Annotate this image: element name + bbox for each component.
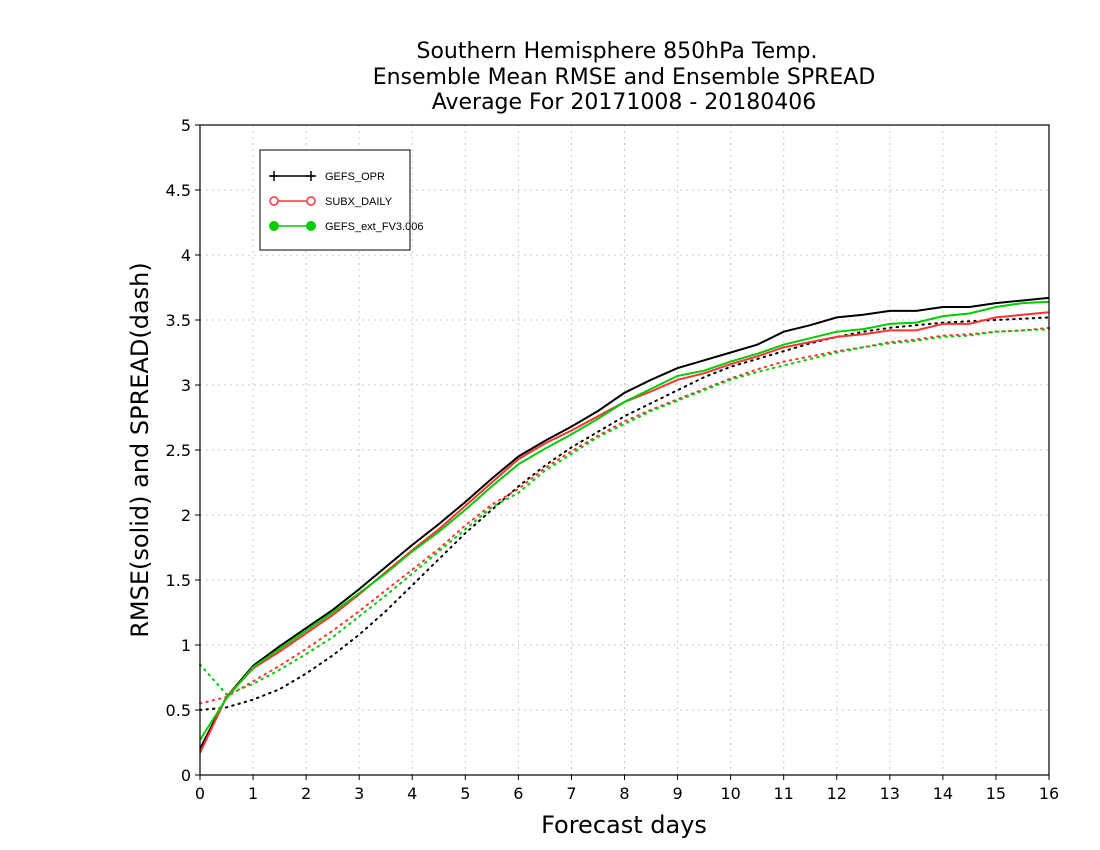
- y-axis: 0 0.5 1 1.5 2 2.5 3 3.5 4 4.5 5: [166, 116, 200, 785]
- x-tick-label: 16: [1039, 784, 1059, 803]
- y-axis-label: RMSE(solid) and SPREAD(dash): [126, 262, 154, 638]
- grid: [200, 125, 1049, 775]
- legend-box: [259, 149, 411, 251]
- legend-marker-open-circle: [269, 196, 279, 206]
- chart-title: Southern Hemisphere 850hPa Temp. Ensembl…: [373, 39, 876, 115]
- rmse-line-gefs-opr: [199, 296, 1050, 750]
- legend: GEFS_OPR SUBX_DAILY GEFS_ext_FV3.006: [259, 149, 423, 251]
- y-tick-label: 4.5: [166, 181, 191, 200]
- y-tick-label: 1.5: [166, 571, 191, 590]
- legend-marker-plus: [269, 171, 279, 181]
- x-tick-label: 4: [407, 784, 417, 803]
- legend-marker-filled-circle: [269, 221, 279, 231]
- legend-item: GEFS_OPR: [269, 171, 385, 183]
- y-tick-label: 3: [181, 376, 191, 395]
- y-tick-label: 1: [181, 636, 191, 655]
- x-tick-label: 1: [248, 784, 258, 803]
- legend-label: GEFS_ext_FV3.006: [325, 221, 423, 233]
- y-tick-label: 2.5: [166, 441, 191, 460]
- title-line-3: Average For 20171008 - 20180406: [432, 90, 817, 115]
- x-tick-label: 9: [672, 784, 682, 803]
- x-tick-label: 8: [619, 784, 629, 803]
- y-tick-label: 0.5: [166, 701, 191, 720]
- y-tick-label: 2: [181, 506, 191, 525]
- spread-line-gefs-opr: [199, 316, 1050, 711]
- x-tick-label: 5: [460, 784, 470, 803]
- legend-label: SUBX_DAILY: [325, 196, 393, 208]
- spread-line-gefs-ext-fv3-006: [199, 328, 1050, 696]
- rmse-line-gefs-ext-fv3-006: [199, 300, 1050, 741]
- x-tick-label: 7: [566, 784, 576, 803]
- legend-item: SUBX_DAILY: [269, 196, 393, 208]
- x-tick-label: 13: [880, 784, 900, 803]
- legend-label: GEFS_OPR: [325, 171, 385, 183]
- legend-marker-open-circle: [306, 196, 316, 206]
- x-tick-label: 11: [774, 784, 794, 803]
- x-tick-label: 6: [513, 784, 523, 803]
- x-tick-label: 0: [195, 784, 205, 803]
- series-layer: [199, 296, 1050, 754]
- legend-item: GEFS_ext_FV3.006: [269, 221, 423, 233]
- y-tick-label: 3.5: [166, 311, 191, 330]
- spread-line-subx-daily: [199, 326, 1050, 705]
- x-tick-label: 2: [301, 784, 311, 803]
- x-axis: 0 1 2 3 4 5 6 7 8 9 10 11 12 13 14 15 16: [195, 775, 1059, 803]
- x-tick-label: 12: [827, 784, 847, 803]
- legend-marker-filled-circle: [306, 221, 316, 231]
- x-tick-label: 3: [354, 784, 364, 803]
- x-axis-label: Forecast days: [541, 811, 707, 839]
- x-tick-label: 15: [986, 784, 1006, 803]
- title-line-2: Ensemble Mean RMSE and Ensemble SPREAD: [373, 65, 876, 90]
- y-tick-label: 4: [181, 246, 191, 265]
- legend-marker-plus: [306, 171, 316, 181]
- x-tick-label: 14: [933, 784, 953, 803]
- x-tick-label: 10: [720, 784, 740, 803]
- y-tick-label: 0: [181, 766, 191, 785]
- title-line-1: Southern Hemisphere 850hPa Temp.: [417, 39, 818, 64]
- y-tick-label: 5: [181, 116, 191, 135]
